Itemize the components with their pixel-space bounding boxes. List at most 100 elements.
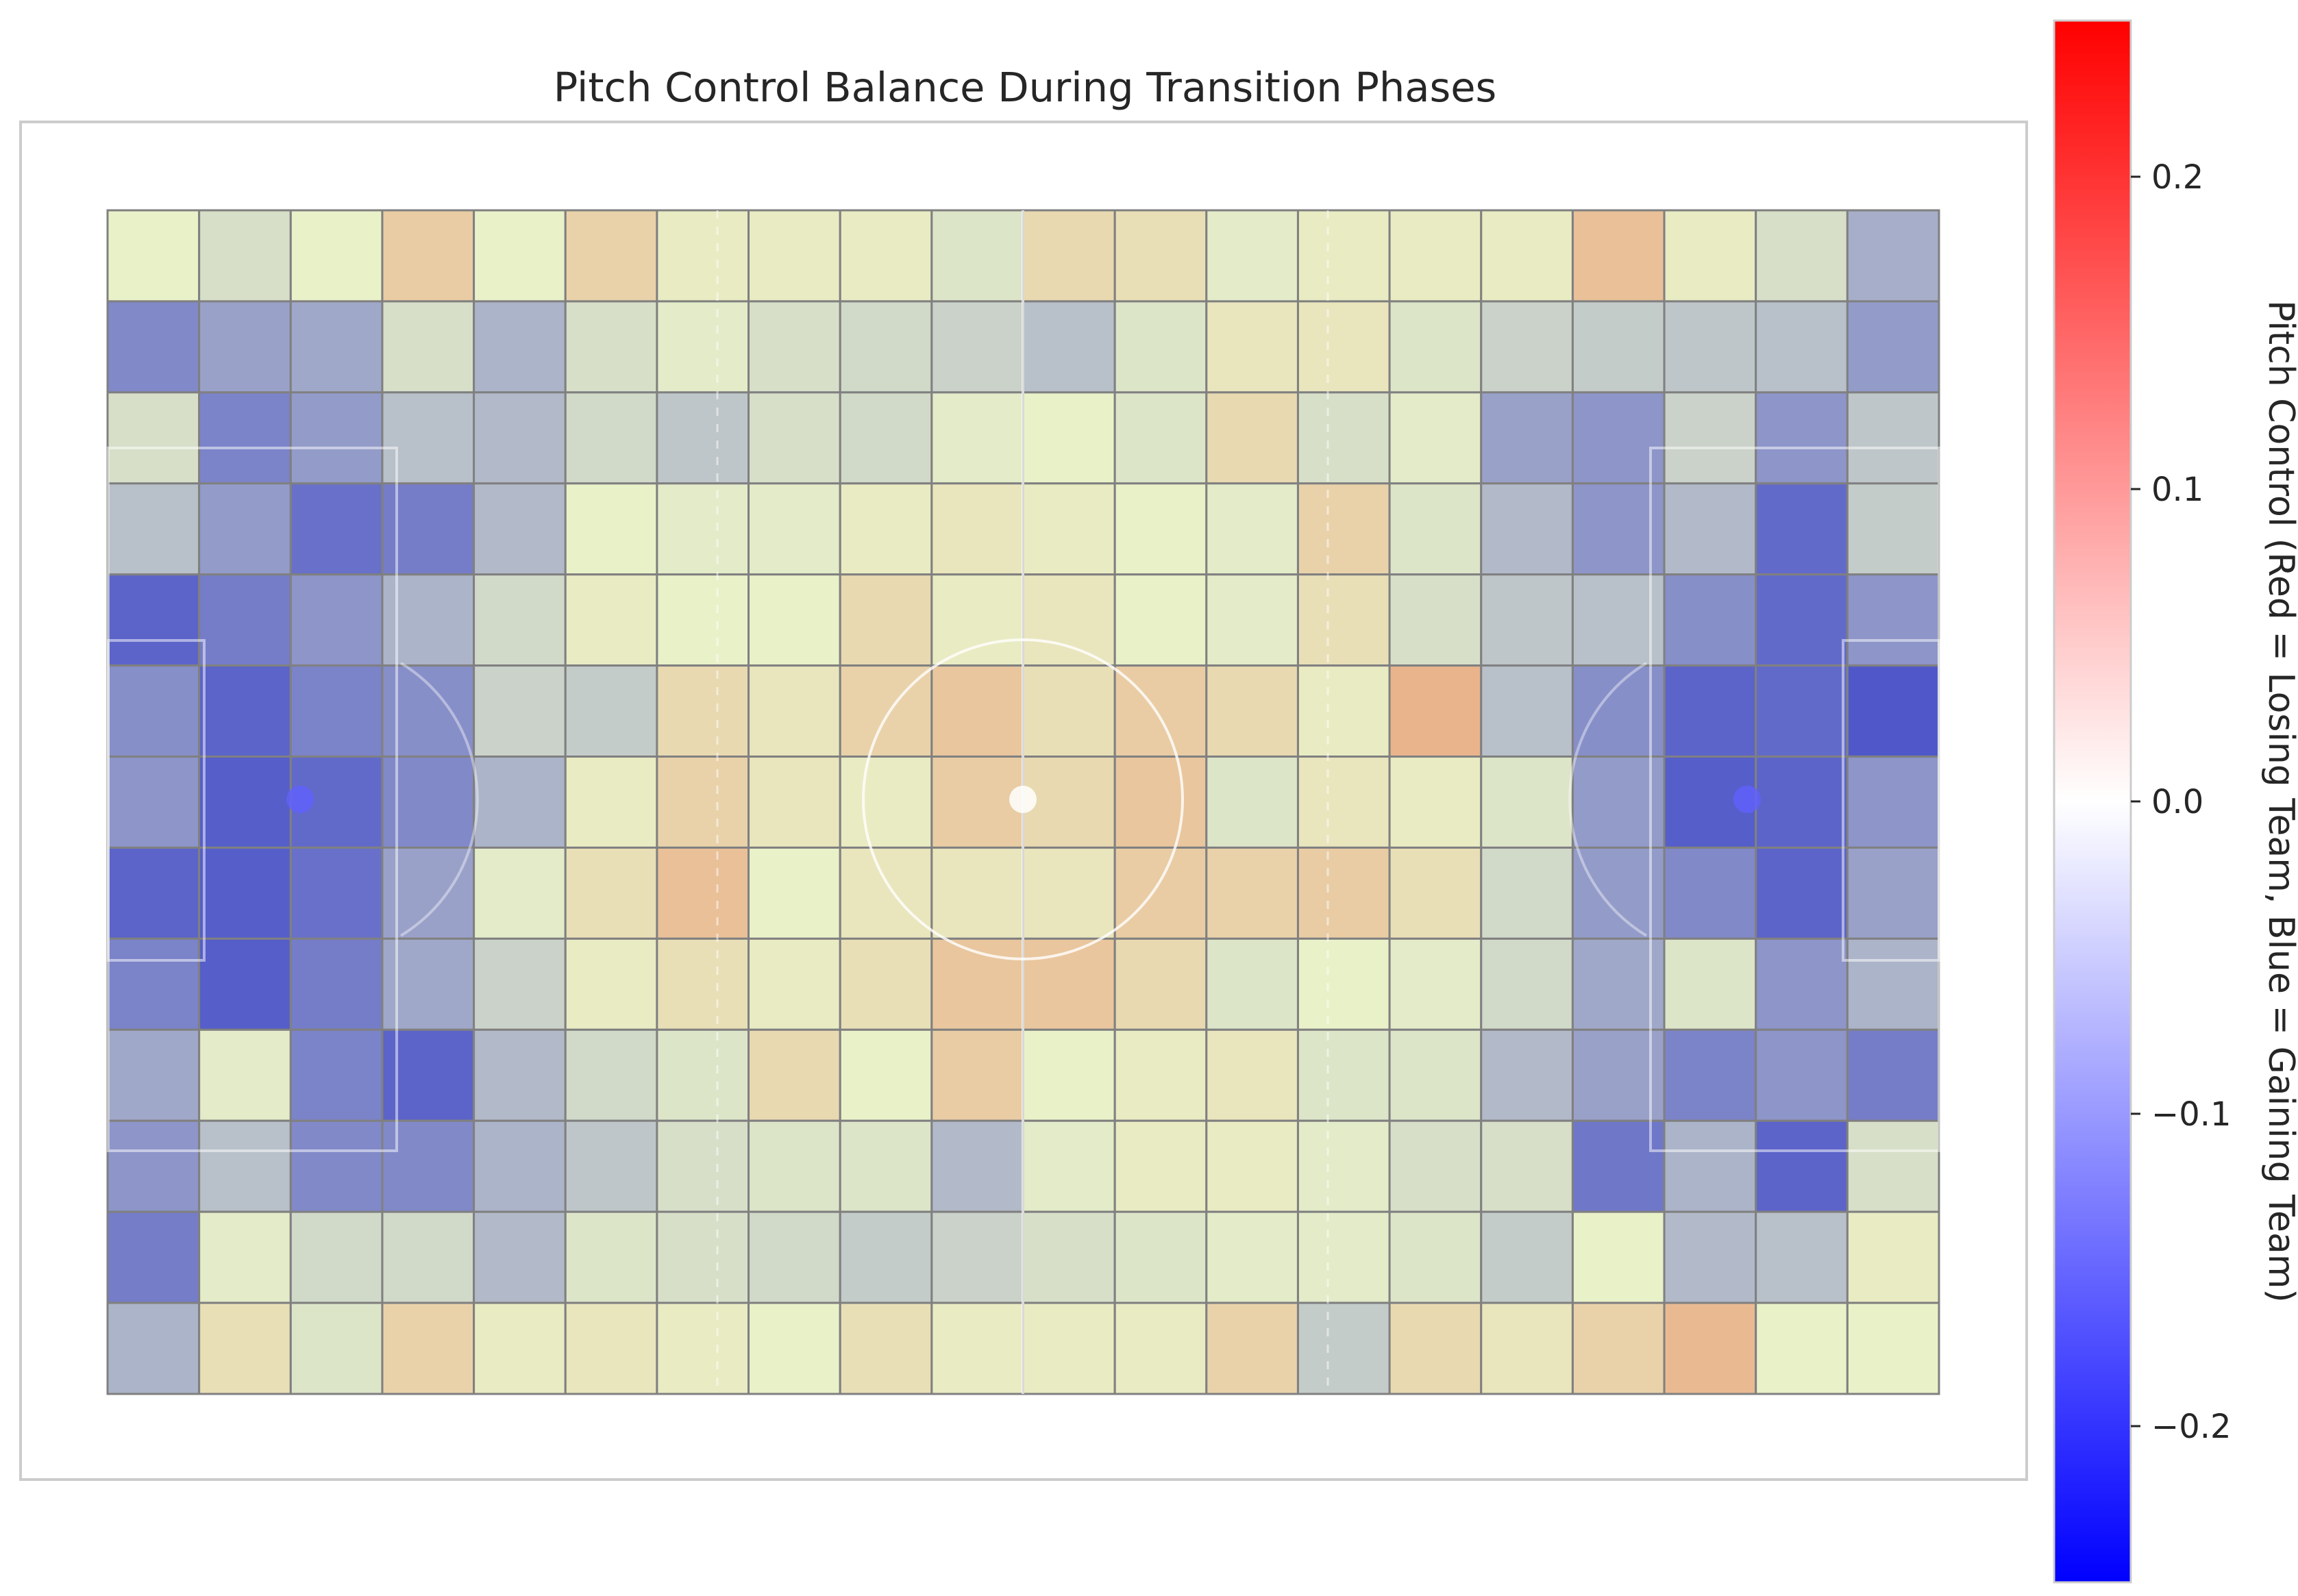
heatmap-cell	[1388, 573, 1483, 667]
heatmap-cell	[1571, 300, 1666, 394]
heatmap-cell	[1205, 209, 1299, 303]
heatmap-cell	[839, 391, 933, 485]
heatmap-cell	[106, 209, 201, 303]
heatmap-cell	[656, 1210, 750, 1304]
heatmap-cell	[198, 1119, 292, 1213]
heatmap-cell	[1296, 1210, 1391, 1304]
heatmap-cell	[1846, 1028, 1940, 1122]
heatmap-cell	[1205, 391, 1299, 485]
heatmap-cell	[198, 846, 292, 940]
heatmap-cell	[839, 1028, 933, 1122]
heatmap-cell	[1755, 573, 1849, 667]
heatmap-cell	[1388, 664, 1483, 758]
heatmap-cell	[1755, 209, 1849, 303]
heatmap-cell	[1296, 756, 1391, 849]
heatmap-cells	[106, 209, 1940, 1395]
heatmap-cell	[839, 300, 933, 394]
heatmap-cell	[1480, 1301, 1574, 1395]
heatmap-cell	[473, 300, 567, 394]
heatmap-cell	[748, 573, 841, 667]
heatmap-cell	[289, 664, 384, 758]
heatmap-cell	[198, 1301, 292, 1395]
heatmap-cell	[930, 1301, 1024, 1395]
heatmap-cell	[656, 937, 750, 1031]
colorbar	[2053, 19, 2132, 1584]
heatmap-cell	[1022, 756, 1116, 849]
heatmap-cell	[1755, 482, 1849, 576]
heatmap-cell	[1296, 573, 1391, 667]
heatmap-cell	[564, 391, 658, 485]
heatmap-cell	[748, 209, 841, 303]
heatmap-cell	[1663, 664, 1757, 758]
heatmap-cell	[839, 937, 933, 1031]
heatmap-cell	[930, 756, 1024, 849]
heatmap-cell	[1846, 1301, 1940, 1395]
heatmap-cell	[564, 664, 658, 758]
heatmap-cell	[289, 1301, 384, 1395]
heatmap-cell	[1846, 1119, 1940, 1213]
right-penalty-spot	[1733, 786, 1761, 813]
heatmap-cell	[1296, 664, 1391, 758]
heatmap-cell	[1388, 1119, 1483, 1213]
heatmap-cell	[381, 300, 475, 394]
heatmap-cell	[1755, 1210, 1849, 1304]
heatmap-cell	[1388, 756, 1483, 849]
heatmap-cell	[1022, 1028, 1116, 1122]
heatmap-cell	[106, 391, 201, 485]
heatmap-cell	[1113, 846, 1208, 940]
heatmap-cell	[1022, 482, 1116, 576]
heatmap-cell	[1113, 300, 1208, 394]
heatmap-cell	[930, 573, 1024, 667]
heatmap-cell	[564, 846, 658, 940]
heatmap-cell	[1663, 482, 1757, 576]
heatmap-cell	[1296, 482, 1391, 576]
heatmap-cell	[748, 1210, 841, 1304]
heatmap-cell	[473, 664, 567, 758]
heatmap-cell	[1846, 209, 1940, 303]
left-penalty-spot	[286, 786, 314, 813]
heatmap-cell	[1755, 1301, 1849, 1395]
heatmap-cell	[198, 573, 292, 667]
heatmap-cell	[1846, 391, 1940, 485]
colorbar-label: Pitch Control (Red = Losing Team, Blue =…	[2260, 300, 2298, 1303]
heatmap-cell	[1205, 482, 1299, 576]
heatmap-cell	[656, 1301, 750, 1395]
heatmap-cell	[1113, 482, 1208, 576]
heatmap-cell	[1113, 209, 1208, 303]
heatmap-cell	[1480, 664, 1574, 758]
heatmap-cell	[1022, 209, 1116, 303]
heatmap-cell	[748, 482, 841, 576]
heatmap-cell	[1755, 391, 1849, 485]
heatmap-cell	[1663, 846, 1757, 940]
heatmap-cell	[1388, 937, 1483, 1031]
heatmap-cell	[1388, 391, 1483, 485]
heatmap-cell	[930, 482, 1024, 576]
heatmap-cell	[1113, 1301, 1208, 1395]
heatmap-cell	[473, 1301, 567, 1395]
heatmap-cell	[473, 1028, 567, 1122]
heatmap-cell	[289, 1210, 384, 1304]
heatmap-cell	[1388, 1028, 1483, 1122]
heatmap-cell	[564, 1301, 658, 1395]
heatmap-cell	[106, 573, 201, 667]
heatmap-cell	[1663, 573, 1757, 667]
right-penalty-arc	[1568, 662, 1648, 937]
heatmap-cell	[656, 209, 750, 303]
heatmap-cell	[1480, 1119, 1574, 1213]
heatmap-cell	[656, 1119, 750, 1213]
heatmap-cell	[289, 482, 384, 576]
heatmap-cell	[656, 1028, 750, 1122]
heatmap-cell	[1755, 937, 1849, 1031]
heatmap-cell	[930, 1210, 1024, 1304]
heatmap-cell	[1296, 209, 1391, 303]
heatmap-cell	[1113, 1028, 1208, 1122]
heatmap-cell	[930, 846, 1024, 940]
heatmap-cell	[1113, 1119, 1208, 1213]
heatmap-cell	[473, 209, 567, 303]
heatmap-cell	[839, 1301, 933, 1395]
heatmap-cell	[381, 1301, 475, 1395]
heatmap-cell	[656, 756, 750, 849]
heatmap-cell	[1755, 664, 1849, 758]
heatmap-cell	[839, 1119, 933, 1213]
heatmap-cell	[1755, 1119, 1849, 1213]
